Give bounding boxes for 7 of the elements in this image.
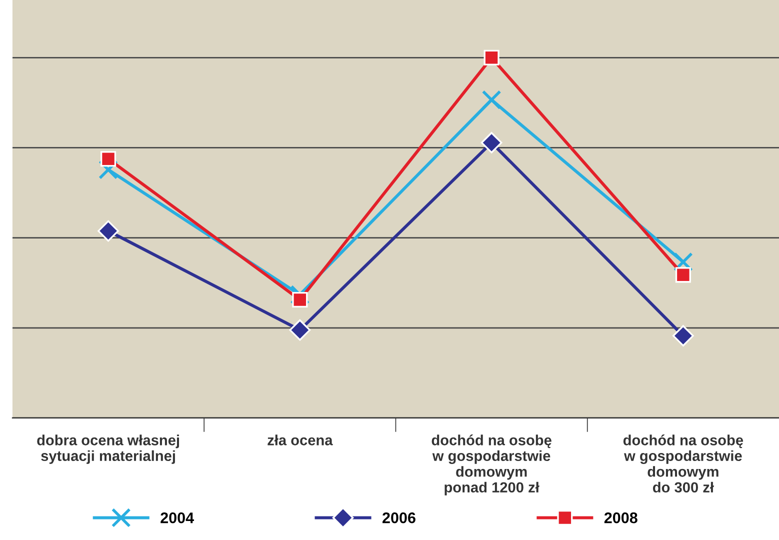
x-tick-label: zła ocena: [268, 434, 333, 446]
legend-label: 2004: [160, 512, 194, 524]
legend-label: 2006: [382, 512, 416, 524]
x-tick-label: dobra ocena własnej sytuacji materialnej: [37, 434, 179, 464]
x-tick-label: dochód na osobę w gospodarstwie domowym do 300 zł: [623, 434, 744, 493]
legend-label: 2008: [604, 512, 638, 524]
x-tick-label: dochód na osobę w gospodarstwie domowym ponad 1200 zł: [432, 434, 552, 496]
